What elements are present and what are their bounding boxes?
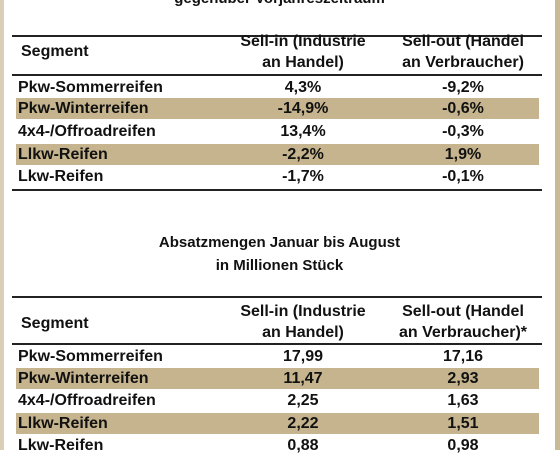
table1-header-segment: Segment [21, 43, 89, 60]
table1-header-sell-in: Sell-in (Industrie an Handel) [222, 31, 384, 73]
table2-title-line2: in Millionen Stück [215, 257, 344, 274]
table1-header-sell-in-line1: Sell-in (Industrie [240, 33, 366, 50]
sell-out-cell: -0,1% [442, 168, 484, 185]
sell-in-cell: 2,25 [287, 392, 319, 409]
segment-cell: Llkw-Reifen [18, 415, 108, 432]
left-frame-border [0, 0, 4, 450]
sell-in-cell: -1,7% [282, 168, 324, 185]
table1-row: Pkw-Sommerreifen 4,3% -9,2% [16, 77, 539, 98]
table1-header-sell-out-line2: an Verbraucher) [402, 54, 524, 71]
sell-out-cell: -9,2% [442, 79, 484, 96]
table1-top-rule [12, 35, 542, 37]
table1-header-sell-out: Sell-out (Handel an Verbraucher) [387, 31, 539, 73]
segment-cell: Pkw-Winterreifen [18, 370, 149, 387]
table1-row: Lkw-Reifen -1,7% -0,1% [16, 166, 539, 187]
sell-out-cell: 1,9% [444, 146, 482, 163]
table2-header-sell-out-line2: an Verbraucher)* [398, 324, 528, 341]
segment-cell: Lkw-Reifen [18, 437, 104, 454]
table2-header-sell-out-line1: Sell-out (Handel [402, 303, 524, 320]
segment-cell: Pkw-Winterreifen [18, 100, 149, 117]
sell-in-cell: 17,99 [282, 348, 324, 365]
sell-in-cell: 0,88 [287, 437, 319, 454]
sell-in-cell: -14,9% [277, 100, 329, 117]
segment-cell: Lkw-Reifen [18, 168, 104, 185]
table2-row: Llkw-Reifen 2,22 1,51 [16, 413, 539, 434]
table2-title-line1: Absatzmengen Januar bis August [158, 234, 401, 251]
table1-header-rule [12, 74, 542, 76]
sell-out-cell: 17,16 [442, 348, 484, 365]
table2-row: 4x4-/Offroadreifen 2,25 1,63 [16, 390, 539, 411]
segment-cell: Llkw-Reifen [18, 146, 108, 163]
sell-out-cell: 1,51 [447, 415, 479, 432]
sell-in-cell: 2,22 [287, 415, 319, 432]
table1-header-sell-out-line1: Sell-out (Handel [402, 33, 524, 50]
table2-row: Pkw-Sommerreifen 17,99 17,16 [16, 346, 539, 367]
table1-title: gegenüber Vorjahreszeitraum [4, 0, 555, 9]
sell-out-cell: -0,3% [442, 123, 484, 140]
sell-in-cell: 4,3% [284, 79, 322, 96]
table2-header-sell-in-line1: Sell-in (Industrie [240, 303, 366, 320]
table2-header-sell-out: Sell-out (Handel an Verbraucher)* [387, 301, 539, 343]
segment-cell: 4x4-/Offroadreifen [18, 392, 156, 409]
table2-header-rule [12, 343, 542, 345]
table2-header-sell-in: Sell-in (Industrie an Handel) [222, 301, 384, 343]
table2-row: Lkw-Reifen 0,88 0,98 [16, 435, 539, 456]
table1-bottom-rule [12, 189, 542, 191]
table1-header-sell-in-line2: an Handel) [262, 54, 344, 71]
table2-header-segment: Segment [21, 315, 89, 332]
segment-cell: 4x4-/Offroadreifen [18, 123, 156, 140]
table1-row: Llkw-Reifen -2,2% 1,9% [16, 144, 539, 165]
sell-out-cell: 0,98 [447, 437, 479, 454]
segment-cell: Pkw-Sommerreifen [18, 79, 163, 96]
table2-row: Pkw-Winterreifen 11,47 2,93 [16, 368, 539, 389]
table2-header-sell-in-line2: an Handel) [262, 324, 344, 341]
sell-in-cell: 11,47 [283, 370, 323, 387]
sell-out-cell: 1,63 [447, 392, 479, 409]
right-frame-border [555, 0, 560, 450]
sell-in-cell: -2,2% [282, 146, 324, 163]
table1-row: 4x4-/Offroadreifen 13,4% -0,3% [16, 121, 539, 142]
table2-top-rule [12, 296, 542, 298]
segment-cell: Pkw-Sommerreifen [18, 348, 163, 365]
sell-out-cell: -0,6% [442, 100, 484, 117]
sell-out-cell: 2,93 [447, 370, 479, 387]
table1-row: Pkw-Winterreifen -14,9% -0,6% [16, 98, 539, 119]
sell-in-cell: 13,4% [280, 123, 326, 140]
